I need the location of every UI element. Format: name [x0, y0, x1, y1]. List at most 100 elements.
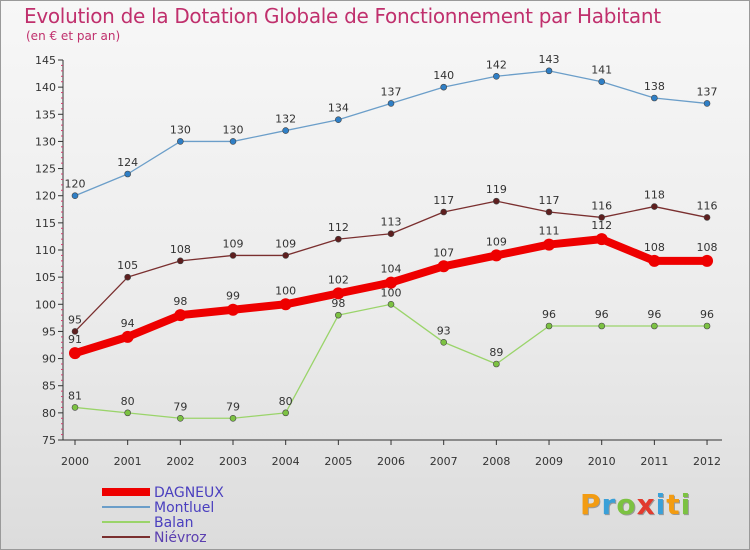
data-label: 79	[226, 400, 240, 413]
data-label: 143	[539, 53, 560, 66]
data-label: 89	[489, 346, 503, 359]
logo-letter: P	[580, 488, 602, 521]
data-label: 81	[68, 389, 82, 402]
y-tick-label: 105	[35, 271, 56, 284]
x-tick-label: 2004	[272, 455, 300, 468]
data-point	[493, 197, 500, 205]
data-point	[440, 208, 447, 216]
y-tick-label: 115	[35, 217, 56, 230]
x-tick-label: 2005	[324, 455, 352, 468]
data-point	[227, 303, 240, 316]
data-point	[437, 260, 450, 273]
data-label: 132	[275, 113, 296, 126]
data-label: 100	[275, 284, 296, 297]
data-label: 142	[486, 58, 507, 71]
y-tick-label: 125	[35, 163, 56, 176]
data-point	[282, 127, 289, 134]
data-point	[703, 100, 711, 107]
data-point	[124, 273, 131, 281]
data-point	[440, 338, 447, 346]
legend-entry: DAGNEUX	[154, 485, 224, 501]
data-point	[387, 100, 395, 107]
data-point	[651, 322, 658, 330]
data-point	[493, 360, 500, 368]
data-label: 112	[328, 221, 349, 234]
data-point	[124, 409, 131, 417]
data-point	[282, 409, 289, 417]
data-point	[543, 238, 556, 251]
data-point	[490, 249, 503, 262]
data-label: 108	[644, 241, 665, 254]
data-label: 98	[173, 295, 187, 308]
logo-letter: i	[680, 488, 692, 521]
x-tick-label: 2008	[482, 455, 510, 468]
data-point	[598, 78, 606, 86]
y-tick-label: 120	[35, 190, 56, 203]
data-label: 137	[381, 85, 402, 98]
data-point	[332, 287, 345, 300]
data-label: 130	[170, 123, 191, 136]
data-label: 141	[591, 64, 612, 77]
data-label: 108	[170, 243, 191, 256]
y-tick-label: 130	[35, 135, 56, 148]
data-label: 109	[223, 237, 244, 250]
data-label: 80	[279, 395, 293, 408]
data-point	[440, 83, 447, 91]
data-label: 102	[328, 273, 349, 286]
y-tick-label: 100	[35, 298, 56, 311]
data-label: 109	[486, 235, 507, 248]
data-point	[545, 322, 553, 330]
data-point	[335, 311, 342, 319]
x-tick-label: 2002	[166, 455, 194, 468]
data-label: 113	[381, 216, 402, 229]
data-label: 95	[68, 313, 82, 326]
data-label: 105	[117, 259, 138, 272]
proxiti-logo: Proxiti	[580, 488, 691, 521]
data-label: 98	[331, 297, 345, 310]
data-point	[177, 138, 184, 145]
x-tick-label: 2012	[693, 455, 721, 468]
data-point	[545, 67, 553, 75]
logo-letter: i	[655, 488, 667, 521]
data-point	[651, 94, 658, 102]
data-label: 116	[697, 199, 718, 212]
data-point	[174, 309, 187, 322]
logo-letter: o	[616, 488, 637, 521]
data-point	[69, 347, 81, 360]
y-tick-label: 145	[35, 54, 56, 67]
legend-entry: Balan	[154, 515, 194, 531]
data-point	[701, 254, 714, 267]
data-point	[229, 138, 237, 145]
x-tick-label: 2010	[588, 455, 616, 468]
data-label: 120	[65, 178, 86, 191]
data-point	[71, 192, 79, 200]
data-point	[648, 254, 661, 267]
data-point	[335, 235, 342, 243]
data-point	[598, 214, 606, 221]
x-tick-label: 2011	[640, 455, 668, 468]
data-point	[703, 322, 711, 330]
data-point	[651, 203, 658, 210]
data-label: 93	[437, 324, 451, 337]
data-label: 109	[275, 237, 296, 250]
data-point	[385, 276, 398, 289]
data-point	[335, 116, 342, 124]
data-point	[598, 322, 606, 330]
data-label: 96	[700, 308, 714, 321]
x-tick-label: 2009	[535, 455, 563, 468]
data-label: 104	[381, 263, 402, 276]
data-label: 107	[433, 246, 454, 259]
legend-entry: Niévroz	[154, 530, 207, 546]
y-tick-label: 140	[35, 81, 56, 94]
data-label: 118	[644, 189, 665, 202]
data-label: 96	[542, 308, 556, 321]
y-tick-label: 75	[42, 434, 56, 447]
data-point	[121, 330, 134, 343]
data-point	[703, 214, 711, 221]
data-label: 140	[433, 69, 454, 82]
data-point	[229, 414, 237, 422]
data-label: 111	[539, 225, 560, 238]
data-label: 91	[68, 333, 82, 346]
data-point	[71, 328, 79, 335]
